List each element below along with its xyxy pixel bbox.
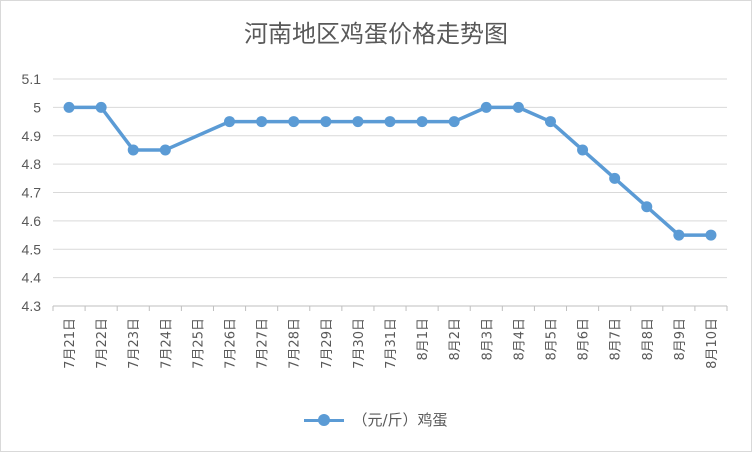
x-tick-label: 7月30日 — [352, 318, 367, 369]
x-tick-label: 8月2日 — [448, 318, 463, 361]
y-tick-label: 5.1 — [22, 71, 42, 87]
data-point — [127, 144, 139, 156]
x-tick-label: 8月9日 — [673, 318, 688, 361]
data-point — [256, 116, 268, 128]
data-point — [673, 229, 685, 241]
y-tick-label: 4.3 — [22, 298, 42, 314]
x-tick-label: 8月1日 — [416, 318, 431, 361]
data-point — [416, 116, 428, 128]
grid-lines — [53, 78, 727, 307]
x-tick-label: 7月26日 — [224, 318, 239, 369]
x-axis-ticks: 7月21日 7月22日 7月23日 7月24日 7月25日 7月26日 7月27日 7月28日… — [52, 306, 728, 369]
data-point — [95, 101, 107, 113]
data-point — [159, 144, 171, 156]
x-tick-label: 8月7日 — [609, 318, 624, 361]
legend: （元/斤）鸡蛋 — [0, 409, 752, 430]
chart-title: 河南地区鸡蛋价格走势图 — [244, 20, 508, 48]
x-tick-label: 7月22日 — [95, 318, 110, 369]
data-point — [320, 116, 332, 128]
x-tick-label: 8月4日 — [512, 318, 527, 361]
data-point — [480, 101, 492, 113]
data-point — [352, 116, 364, 128]
x-tick-label: 8月3日 — [480, 318, 495, 361]
legend-label: （元/斤）鸡蛋 — [352, 411, 448, 429]
data-point — [63, 101, 75, 113]
data-point — [288, 116, 300, 128]
x-tick-label: 7月28日 — [288, 318, 303, 369]
y-tick-label: 4.8 — [22, 156, 42, 172]
x-tick-label: 8月5日 — [544, 318, 559, 361]
x-tick-label: 7月31日 — [384, 318, 399, 369]
data-point — [577, 144, 589, 156]
y-tick-label: 4.9 — [22, 128, 42, 144]
x-tick-label: 7月25日 — [191, 318, 206, 369]
data-point — [705, 229, 717, 241]
x-tick-label: 8月6日 — [577, 318, 592, 361]
x-tick-label: 8月10日 — [705, 318, 720, 369]
y-tick-label: 5 — [33, 99, 41, 115]
data-point — [384, 116, 396, 128]
x-tick-label: 7月27日 — [256, 318, 271, 369]
x-tick-label: 7月23日 — [127, 318, 142, 369]
data-point — [641, 201, 653, 213]
y-tick-label: 4.7 — [22, 185, 42, 201]
data-point — [512, 101, 524, 113]
x-tick-label: 8月8日 — [641, 318, 656, 361]
x-tick-label: 7月21日 — [63, 318, 78, 369]
data-point — [609, 172, 621, 184]
x-tick-label: 7月29日 — [320, 318, 335, 369]
legend-swatch — [304, 413, 345, 427]
y-tick-label: 4.5 — [22, 241, 42, 257]
y-tick-label: 4.6 — [22, 213, 42, 229]
data-point — [544, 116, 556, 128]
y-tick-label: 4.4 — [22, 270, 42, 286]
x-tick-label: 7月24日 — [159, 318, 174, 369]
series-group — [63, 101, 717, 241]
data-point — [224, 116, 236, 128]
y-axis-ticks: 4.3 4.4 4.5 4.6 4.7 4.8 4.9 5 5.1 — [22, 71, 42, 314]
series-line — [67, 105, 713, 237]
data-point — [448, 116, 460, 128]
